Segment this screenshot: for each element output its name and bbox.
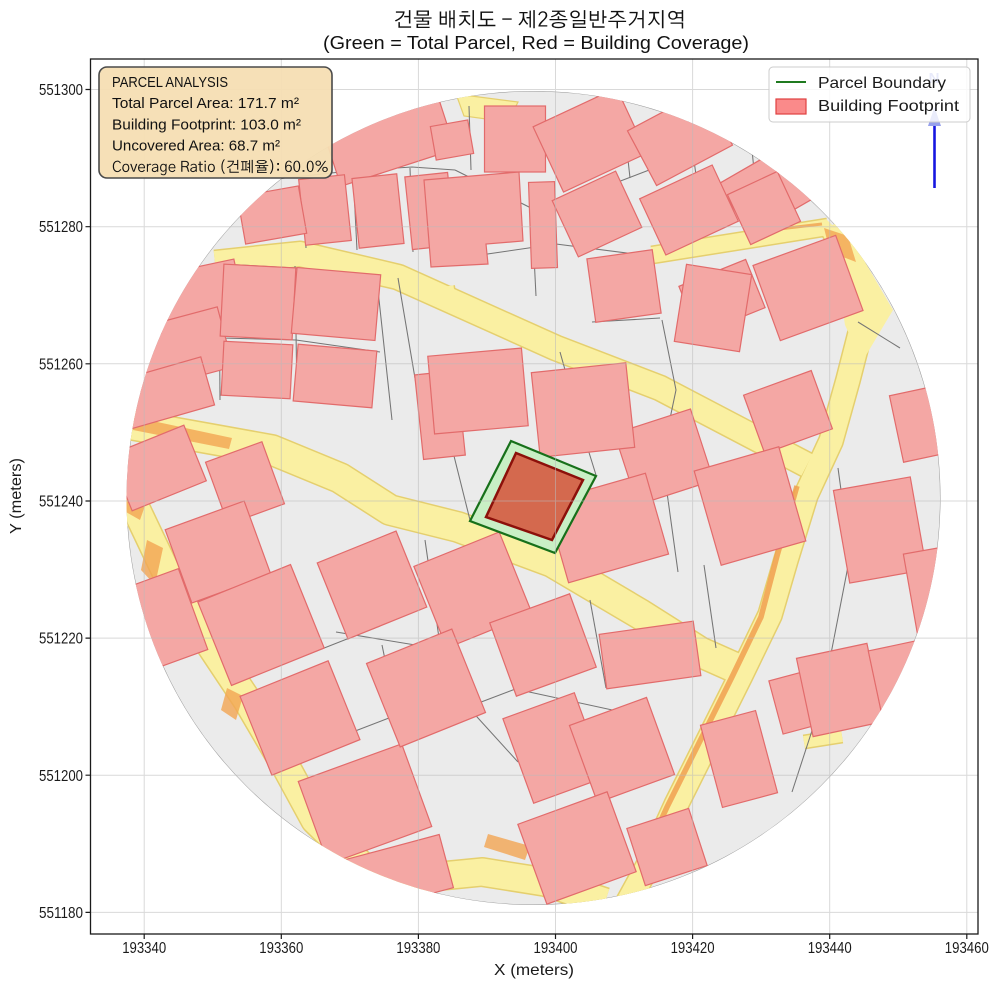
svg-text:551260: 551260	[39, 356, 83, 373]
svg-text:193460: 193460	[945, 940, 989, 957]
svg-text:193340: 193340	[122, 940, 166, 957]
svg-text:551220: 551220	[39, 631, 83, 648]
svg-text:551180: 551180	[39, 905, 83, 922]
svg-text:Total Parcel Area: 171.7 m²: Total Parcel Area: 171.7 m²	[112, 95, 299, 112]
svg-text:X (meters): X (meters)	[494, 962, 574, 979]
svg-text:551300: 551300	[39, 82, 83, 99]
svg-text:193380: 193380	[396, 940, 440, 957]
svg-text:551280: 551280	[39, 219, 83, 236]
svg-text:Building Footprint: 103.0 m²: Building Footprint: 103.0 m²	[112, 116, 301, 133]
svg-text:193360: 193360	[259, 940, 303, 957]
svg-text:Building Footprint: Building Footprint	[818, 98, 960, 115]
svg-text:(Green = Total Parcel, Red = B: (Green = Total Parcel, Red = Building Co…	[323, 33, 749, 53]
svg-text:Parcel Boundary: Parcel Boundary	[818, 75, 946, 92]
svg-text:PARCEL ANALYSIS: PARCEL ANALYSIS	[112, 74, 228, 91]
svg-text:Y (meters): Y (meters)	[8, 458, 25, 534]
svg-text:Uncovered Area: 68.7 m²: Uncovered Area: 68.7 m²	[112, 138, 280, 155]
svg-text:551200: 551200	[39, 768, 83, 785]
svg-text:193420: 193420	[671, 940, 715, 957]
svg-text:193440: 193440	[808, 940, 852, 957]
svg-text:193400: 193400	[534, 940, 578, 957]
svg-text:551240: 551240	[39, 494, 83, 511]
